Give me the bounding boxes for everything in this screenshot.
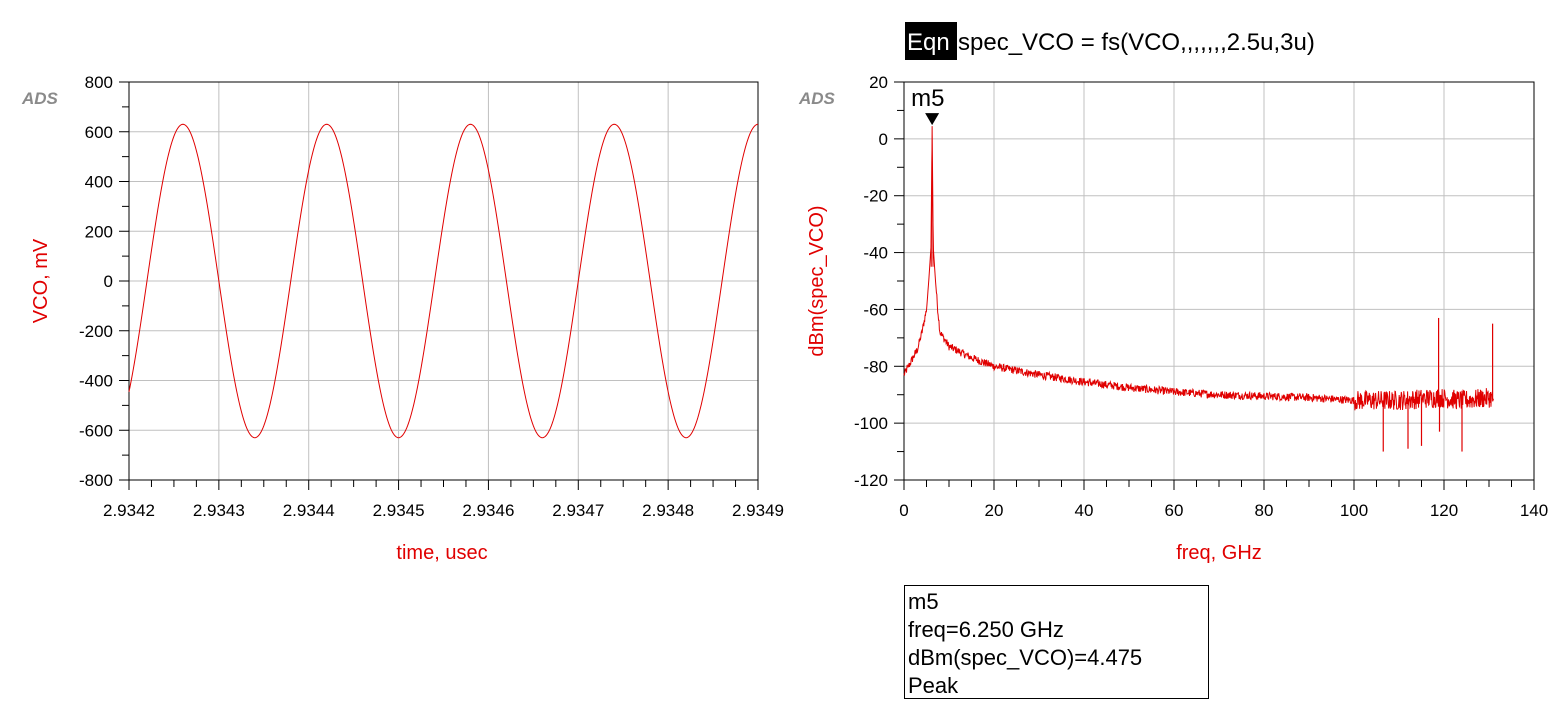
spectrum-y-axis-title: dBm(spec_VCO) bbox=[806, 205, 828, 356]
spectrum-x-tick-label: 120 bbox=[1430, 501, 1458, 520]
spectrum-x-tick-label: 80 bbox=[1255, 501, 1274, 520]
time-grid bbox=[129, 82, 758, 480]
time-x-tick-label: 2.9345 bbox=[373, 501, 425, 520]
time-x-tick-label: 2.9348 bbox=[642, 501, 694, 520]
marker-readout-freq: freq=6.250 GHz bbox=[908, 617, 1064, 642]
spectrum-plot-frame bbox=[903, 81, 1535, 481]
time-x-axis-title: time, usec bbox=[396, 542, 487, 564]
spectrum-spurs bbox=[1382, 317, 1494, 452]
equation-text: spec_VCO = fs(VCO,,,,,,,2.5u,3u) bbox=[958, 29, 1315, 56]
marker-label: m5 bbox=[911, 85, 944, 112]
time-x-tick-label: 2.9342 bbox=[103, 501, 155, 520]
time-x-tick-label: 2.9346 bbox=[462, 501, 514, 520]
spectrum-grid bbox=[904, 82, 1534, 480]
time-y-tick-label: 400 bbox=[85, 173, 113, 192]
time-y-tick-label: 200 bbox=[85, 222, 113, 241]
spectrum-y-tick-label: 20 bbox=[869, 73, 888, 92]
spectrum-y-tick-label: -60 bbox=[863, 300, 888, 319]
spectrum-y-tick-label: -120 bbox=[854, 471, 888, 490]
marker-readout-box: m5 freq=6.250 GHz dBm(spec_VCO)=4.475 Pe… bbox=[904, 585, 1209, 699]
time-x-tick-labels: 2.9342 2.9343 2.9344 2.9345 2.9346 2.9347 2.93… bbox=[103, 501, 784, 520]
spectrum-x-tick-label: 20 bbox=[985, 501, 1004, 520]
marker-readout-value: dBm(spec_VCO)=4.475 bbox=[908, 645, 1143, 670]
time-y-tick-labels: 800 600 400 200 0 -200 -400 -600 -800 bbox=[79, 73, 113, 490]
time-plot-frame bbox=[128, 81, 759, 481]
time-x-tick-label: 2.9344 bbox=[283, 501, 335, 520]
marker-readout-mode: Peak bbox=[908, 673, 959, 698]
spectrum-chart: ADS 20 0 -20 -40 -60 -80 -100 -120 0 20 40 60 80 100… bbox=[798, 73, 1548, 564]
spectrum-x-tick-label: 0 bbox=[899, 501, 908, 520]
spectrum-y-tick-label: -80 bbox=[863, 357, 888, 376]
time-y-tick-label: -800 bbox=[79, 471, 113, 490]
time-y-tick-label: -600 bbox=[79, 421, 113, 440]
time-minor-ticks bbox=[119, 81, 759, 490]
time-y-tick-label: 600 bbox=[85, 123, 113, 142]
ads-watermark: ADS bbox=[21, 89, 59, 108]
time-y-tick-label: -200 bbox=[79, 322, 113, 341]
time-y-tick-label: 0 bbox=[104, 272, 113, 291]
spectrum-y-tick-label: -100 bbox=[854, 414, 888, 433]
marker-readout-name: m5 bbox=[908, 589, 939, 614]
spectrum-x-tick-label: 40 bbox=[1075, 501, 1094, 520]
time-y-tick-label: -400 bbox=[79, 372, 113, 391]
ads-watermark: ADS bbox=[798, 89, 836, 108]
equation-tag: Eqn bbox=[907, 29, 950, 56]
time-domain-chart: ADS 800 600 400 200 0 -200 -400 -600 -800 2.9342… bbox=[21, 73, 784, 564]
spectrum-y-tick-labels: 20 0 -20 -40 -60 -80 -100 -120 bbox=[854, 73, 888, 490]
vco-waveform-line bbox=[128, 123, 759, 439]
spectrum-minor-ticks bbox=[894, 81, 1535, 490]
spectrum-x-tick-label: 60 bbox=[1165, 501, 1184, 520]
spectrum-x-tick-label: 100 bbox=[1340, 501, 1368, 520]
spectrum-markers: m5 bbox=[911, 85, 944, 126]
time-x-tick-label: 2.9349 bbox=[732, 501, 784, 520]
time-y-tick-label: 800 bbox=[85, 73, 113, 92]
spectrum-y-tick-label: 0 bbox=[879, 130, 888, 149]
spectrum-y-tick-label: -20 bbox=[863, 187, 888, 206]
time-x-tick-label: 2.9343 bbox=[193, 501, 245, 520]
time-y-axis-title: VCO, mV bbox=[30, 238, 52, 323]
spectrum-line bbox=[903, 126, 1494, 411]
spectrum-x-tick-labels: 0 20 40 60 80 100 120 140 bbox=[899, 501, 1548, 520]
spectrum-y-tick-label: -40 bbox=[863, 244, 888, 263]
marker-triangle-icon[interactable] bbox=[925, 113, 940, 126]
spectrum-x-tick-label: 140 bbox=[1520, 501, 1548, 520]
spectrum-x-axis-title: freq, GHz bbox=[1176, 542, 1262, 564]
equation-tag-background bbox=[905, 22, 957, 60]
time-x-tick-label: 2.9347 bbox=[552, 501, 604, 520]
